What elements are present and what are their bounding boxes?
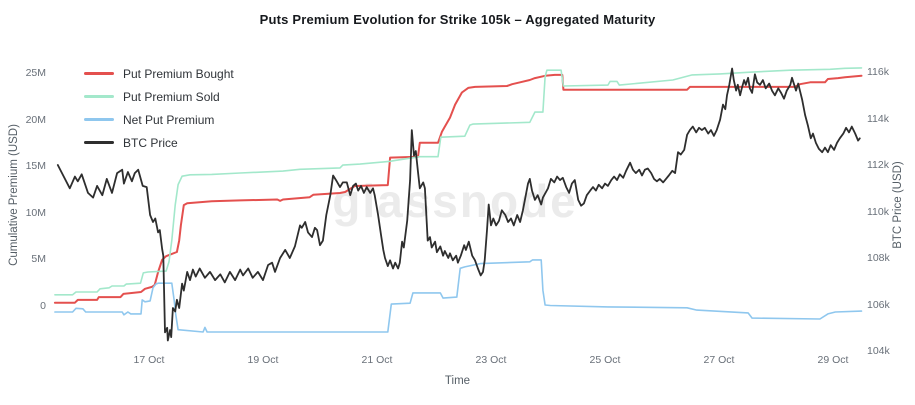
chart-title: Puts Premium Evolution for Strike 105k –… — [259, 12, 656, 27]
y-axis-left-tick: 5M — [31, 253, 46, 265]
x-axis-tick: 25 Oct — [589, 354, 621, 366]
y-axis-left-tick: 10M — [25, 206, 46, 219]
y-axis-right-tick: 108k — [867, 252, 890, 264]
y-axis-right-tick: 114k — [867, 112, 889, 125]
y-axis-right-tick: 106k — [867, 298, 890, 311]
legend-item-put-premium-bought[interactable]: Put Premium Bought — [84, 62, 234, 85]
y-axis-right-tick: 104k — [867, 345, 890, 357]
left-axis-title: Cumulative Premium (USD) — [8, 124, 20, 266]
y-axis-left-tick: 15M — [25, 160, 46, 172]
legend-item-put-premium-sold[interactable]: Put Premium Sold — [84, 85, 234, 108]
series-line-btc-price — [56, 67, 861, 342]
legend-line-icon — [84, 95, 114, 98]
legend-line-icon — [84, 72, 114, 75]
x-axis-tick: 29 Oct — [817, 354, 849, 366]
legend-label: Put Premium Sold — [123, 89, 220, 104]
x-axis-tick: 27 Oct — [703, 354, 735, 366]
y-axis-right-tick: 112k — [867, 159, 889, 171]
y-axis-left-tick: 0 — [40, 299, 46, 312]
y-axis-left-tick: 25M — [25, 67, 46, 79]
watermark: glassnode — [332, 175, 578, 227]
legend-item-net-put-premium[interactable]: Net Put Premium — [84, 108, 234, 131]
legend-line-icon — [84, 141, 114, 144]
legend-label: Net Put Premium — [123, 112, 215, 127]
legend-item-btc-price[interactable]: BTC Price — [84, 131, 234, 154]
x-axis-tick: 21 Oct — [361, 354, 393, 366]
series-line-net-put-premium — [54, 259, 863, 333]
y-axis-right-tick: 116k — [867, 66, 889, 78]
y-axis-left-tick: 20M — [25, 113, 46, 126]
x-axis-title: Time — [444, 375, 471, 387]
x-axis-tick: 17 Oct — [133, 354, 165, 366]
legend: Put Premium Bought Put Premium Sold Net Pu… — [84, 62, 234, 154]
right-axis-title: BTC Price (USD) — [892, 161, 904, 249]
y-axis-right-tick: 110k — [867, 205, 889, 218]
legend-label: BTC Price — [123, 135, 178, 150]
x-axis-tick: 23 Oct — [475, 354, 507, 366]
legend-label: Put Premium Bought — [123, 66, 234, 81]
legend-line-icon — [84, 118, 114, 121]
series-line-put-premium-sold — [54, 67, 863, 296]
x-axis-tick: 19 Oct — [247, 354, 279, 366]
